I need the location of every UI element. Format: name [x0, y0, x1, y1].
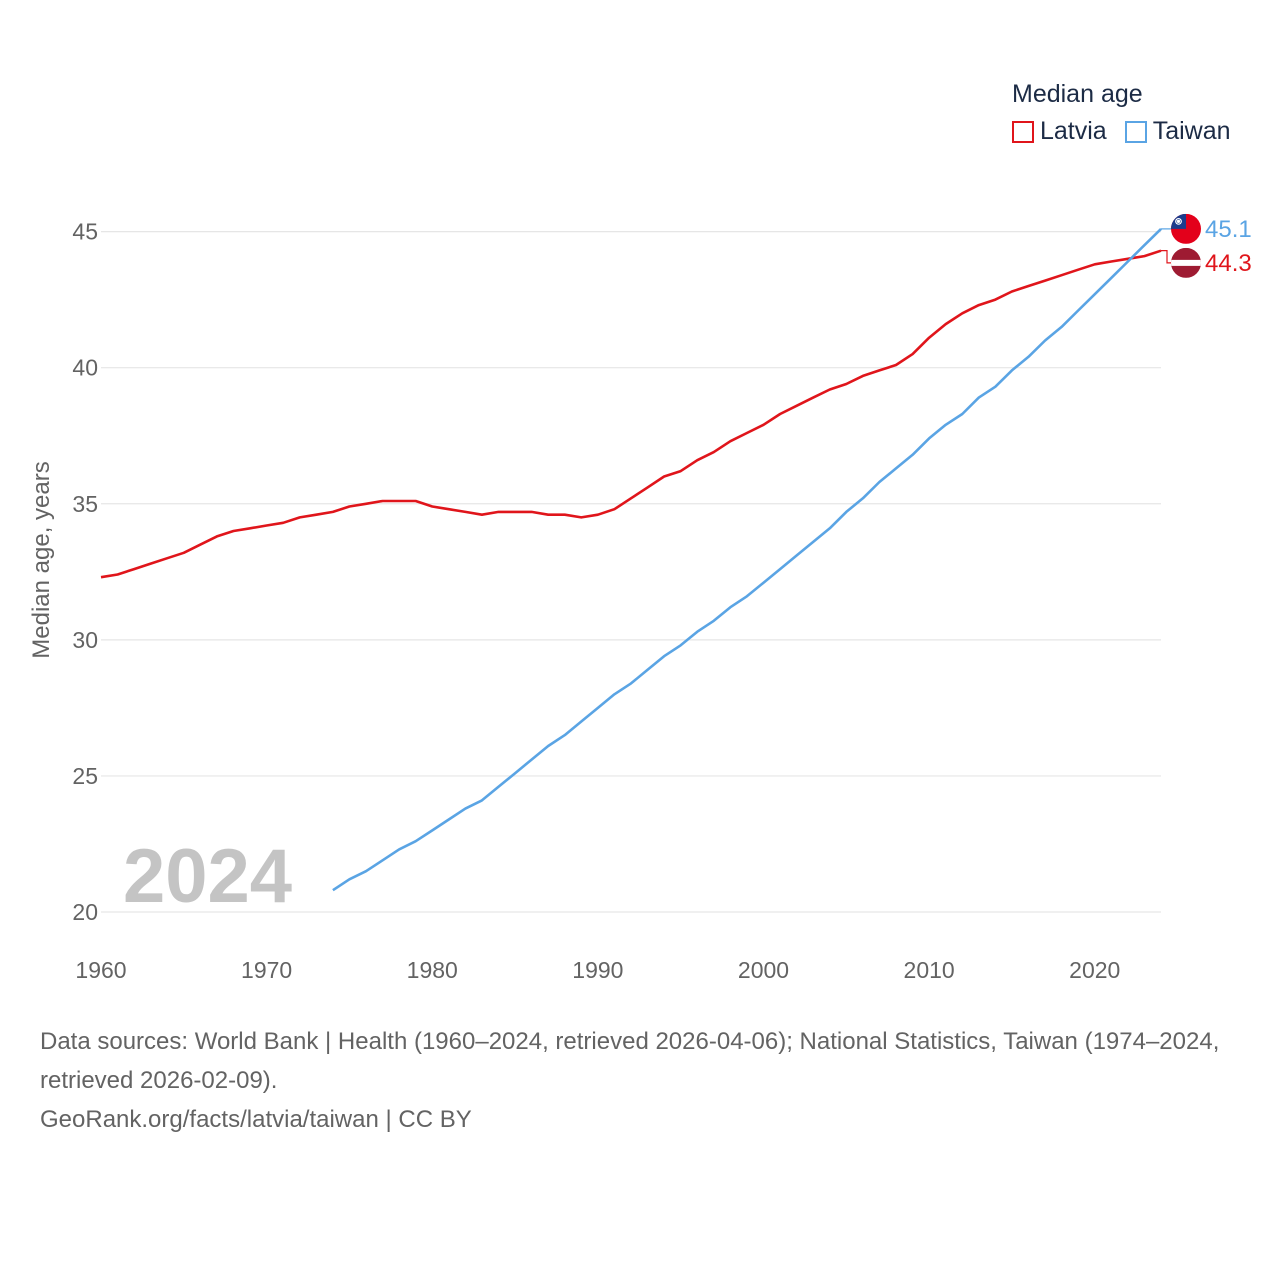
source-note: Data sources: World Bank | Health (1960–…: [40, 1022, 1250, 1139]
flag-taiwan-sun-core: [1176, 219, 1181, 223]
flag-latvia: [1171, 247, 1201, 278]
legend-title: Median age: [1012, 80, 1143, 108]
x-tick-label-2000: 2000: [738, 957, 789, 983]
y-tick-label-25: 25: [72, 763, 98, 789]
x-tick-label-1970: 1970: [241, 957, 292, 983]
source-line-1: Data sources: World Bank | Health (1960–…: [40, 1028, 1220, 1094]
legend-swatch-taiwan: [1124, 120, 1147, 143]
legend-swatch-latvia: [1012, 120, 1034, 143]
y-tick-label-45: 45: [72, 219, 98, 245]
y-axis-title: Median age, years: [28, 461, 55, 659]
x-tick-label-1990: 1990: [572, 957, 623, 983]
legend-label-taiwan: Taiwan: [1152, 117, 1231, 145]
y-tick-label-40: 40: [72, 355, 98, 381]
source-line-2: GeoRank.org/facts/latvia/taiwan | CC BY: [40, 1106, 472, 1133]
end-label-taiwan: 45.1: [1205, 216, 1252, 243]
connector-latvia: [1161, 250, 1171, 264]
y-tick-label-20: 20: [72, 899, 98, 925]
x-tick-label-1980: 1980: [407, 957, 458, 983]
x-tick-label-2010: 2010: [904, 957, 955, 983]
x-tick-label-1960: 1960: [75, 957, 126, 983]
year-watermark: 2024: [123, 834, 292, 919]
gridlines: [101, 231, 1161, 913]
legend-item-latvia[interactable]: Latvia: [1012, 117, 1107, 146]
y-tick-label-30: 30: [72, 627, 98, 653]
legend-item-taiwan[interactable]: Taiwan: [1124, 117, 1231, 146]
end-label-latvia: 44.3: [1205, 250, 1252, 277]
end-markers: 45.1 44.3: [1161, 213, 1252, 278]
series-lines: [100, 227, 1162, 892]
legend: Median age Latvia Taiwan: [1012, 80, 1249, 146]
y-tick-label-35: 35: [72, 491, 98, 517]
series-line-latvia: [100, 249, 1162, 579]
x-tick-label-2020: 2020: [1069, 957, 1120, 983]
series-line-taiwan: [332, 227, 1162, 892]
x-axis-ticks: 1960 1970 1980 1990 2000 2010 2020: [75, 957, 1120, 983]
legend-label-latvia: Latvia: [1040, 117, 1107, 145]
flag-latvia-stripe: [1171, 259, 1201, 266]
flag-taiwan: [1171, 213, 1201, 244]
y-axis-ticks: 20 25 30 35 40 45: [72, 219, 98, 925]
